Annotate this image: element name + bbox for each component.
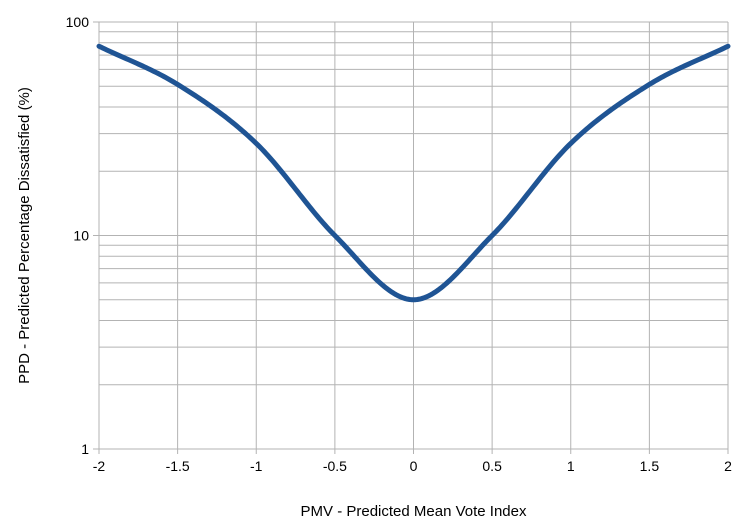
ppd-curve bbox=[96, 43, 731, 303]
y-tick-label: 1 bbox=[81, 441, 89, 457]
axes bbox=[93, 21, 729, 454]
grid bbox=[98, 21, 729, 450]
tick-labels: -2 -1.5 -1 -0.5 0 0.5 1 1.5 2 1 10 100 bbox=[66, 14, 732, 474]
x-tick-label: 1.5 bbox=[640, 458, 660, 474]
series-layer bbox=[96, 43, 731, 303]
x-tick-label: 2 bbox=[724, 458, 732, 474]
y-axis-title: PPD - Predicted Percentage Dissatisfied … bbox=[16, 87, 33, 384]
y-tick-label: 100 bbox=[66, 14, 90, 30]
x-axis-title: PMV - Predicted Mean Vote Index bbox=[301, 503, 527, 520]
x-tick-label: 0 bbox=[410, 458, 418, 474]
x-tick-label: -1.5 bbox=[166, 458, 190, 474]
x-tick-label: -2 bbox=[93, 458, 106, 474]
x-tick-label: 1 bbox=[567, 458, 575, 474]
y-tick-label: 10 bbox=[73, 228, 89, 244]
x-tick-label: -1 bbox=[250, 458, 263, 474]
x-tick-label: -0.5 bbox=[323, 458, 347, 474]
x-tick-label: 0.5 bbox=[482, 458, 502, 474]
